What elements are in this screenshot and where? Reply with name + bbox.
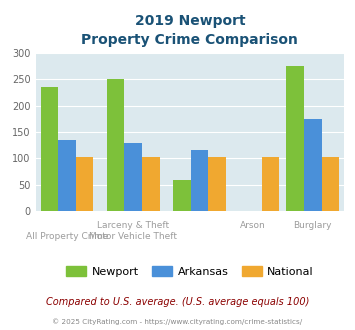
Legend: Newport, Arkansas, National: Newport, Arkansas, National bbox=[61, 261, 318, 281]
Text: Arson: Arson bbox=[240, 221, 266, 230]
Bar bbox=[304, 119, 322, 211]
Text: Motor Vehicle Theft: Motor Vehicle Theft bbox=[89, 232, 177, 241]
Bar bbox=[286, 66, 304, 211]
Bar bbox=[58, 140, 76, 211]
Title: 2019 Newport
Property Crime Comparison: 2019 Newport Property Crime Comparison bbox=[82, 14, 298, 48]
Bar bbox=[40, 87, 58, 211]
Text: © 2025 CityRating.com - https://www.cityrating.com/crime-statistics/: © 2025 CityRating.com - https://www.city… bbox=[53, 318, 302, 325]
Text: Compared to U.S. average. (U.S. average equals 100): Compared to U.S. average. (U.S. average … bbox=[46, 297, 309, 307]
Bar bbox=[107, 79, 124, 211]
Bar bbox=[173, 180, 191, 211]
Bar bbox=[142, 157, 160, 211]
Bar bbox=[191, 150, 208, 211]
Bar bbox=[76, 157, 93, 211]
Text: All Property Crime: All Property Crime bbox=[26, 232, 108, 241]
Text: Burglary: Burglary bbox=[294, 221, 332, 230]
Bar bbox=[208, 157, 226, 211]
Bar bbox=[124, 143, 142, 211]
Text: Larceny & Theft: Larceny & Theft bbox=[97, 221, 169, 230]
Bar bbox=[322, 157, 339, 211]
Bar bbox=[262, 157, 279, 211]
